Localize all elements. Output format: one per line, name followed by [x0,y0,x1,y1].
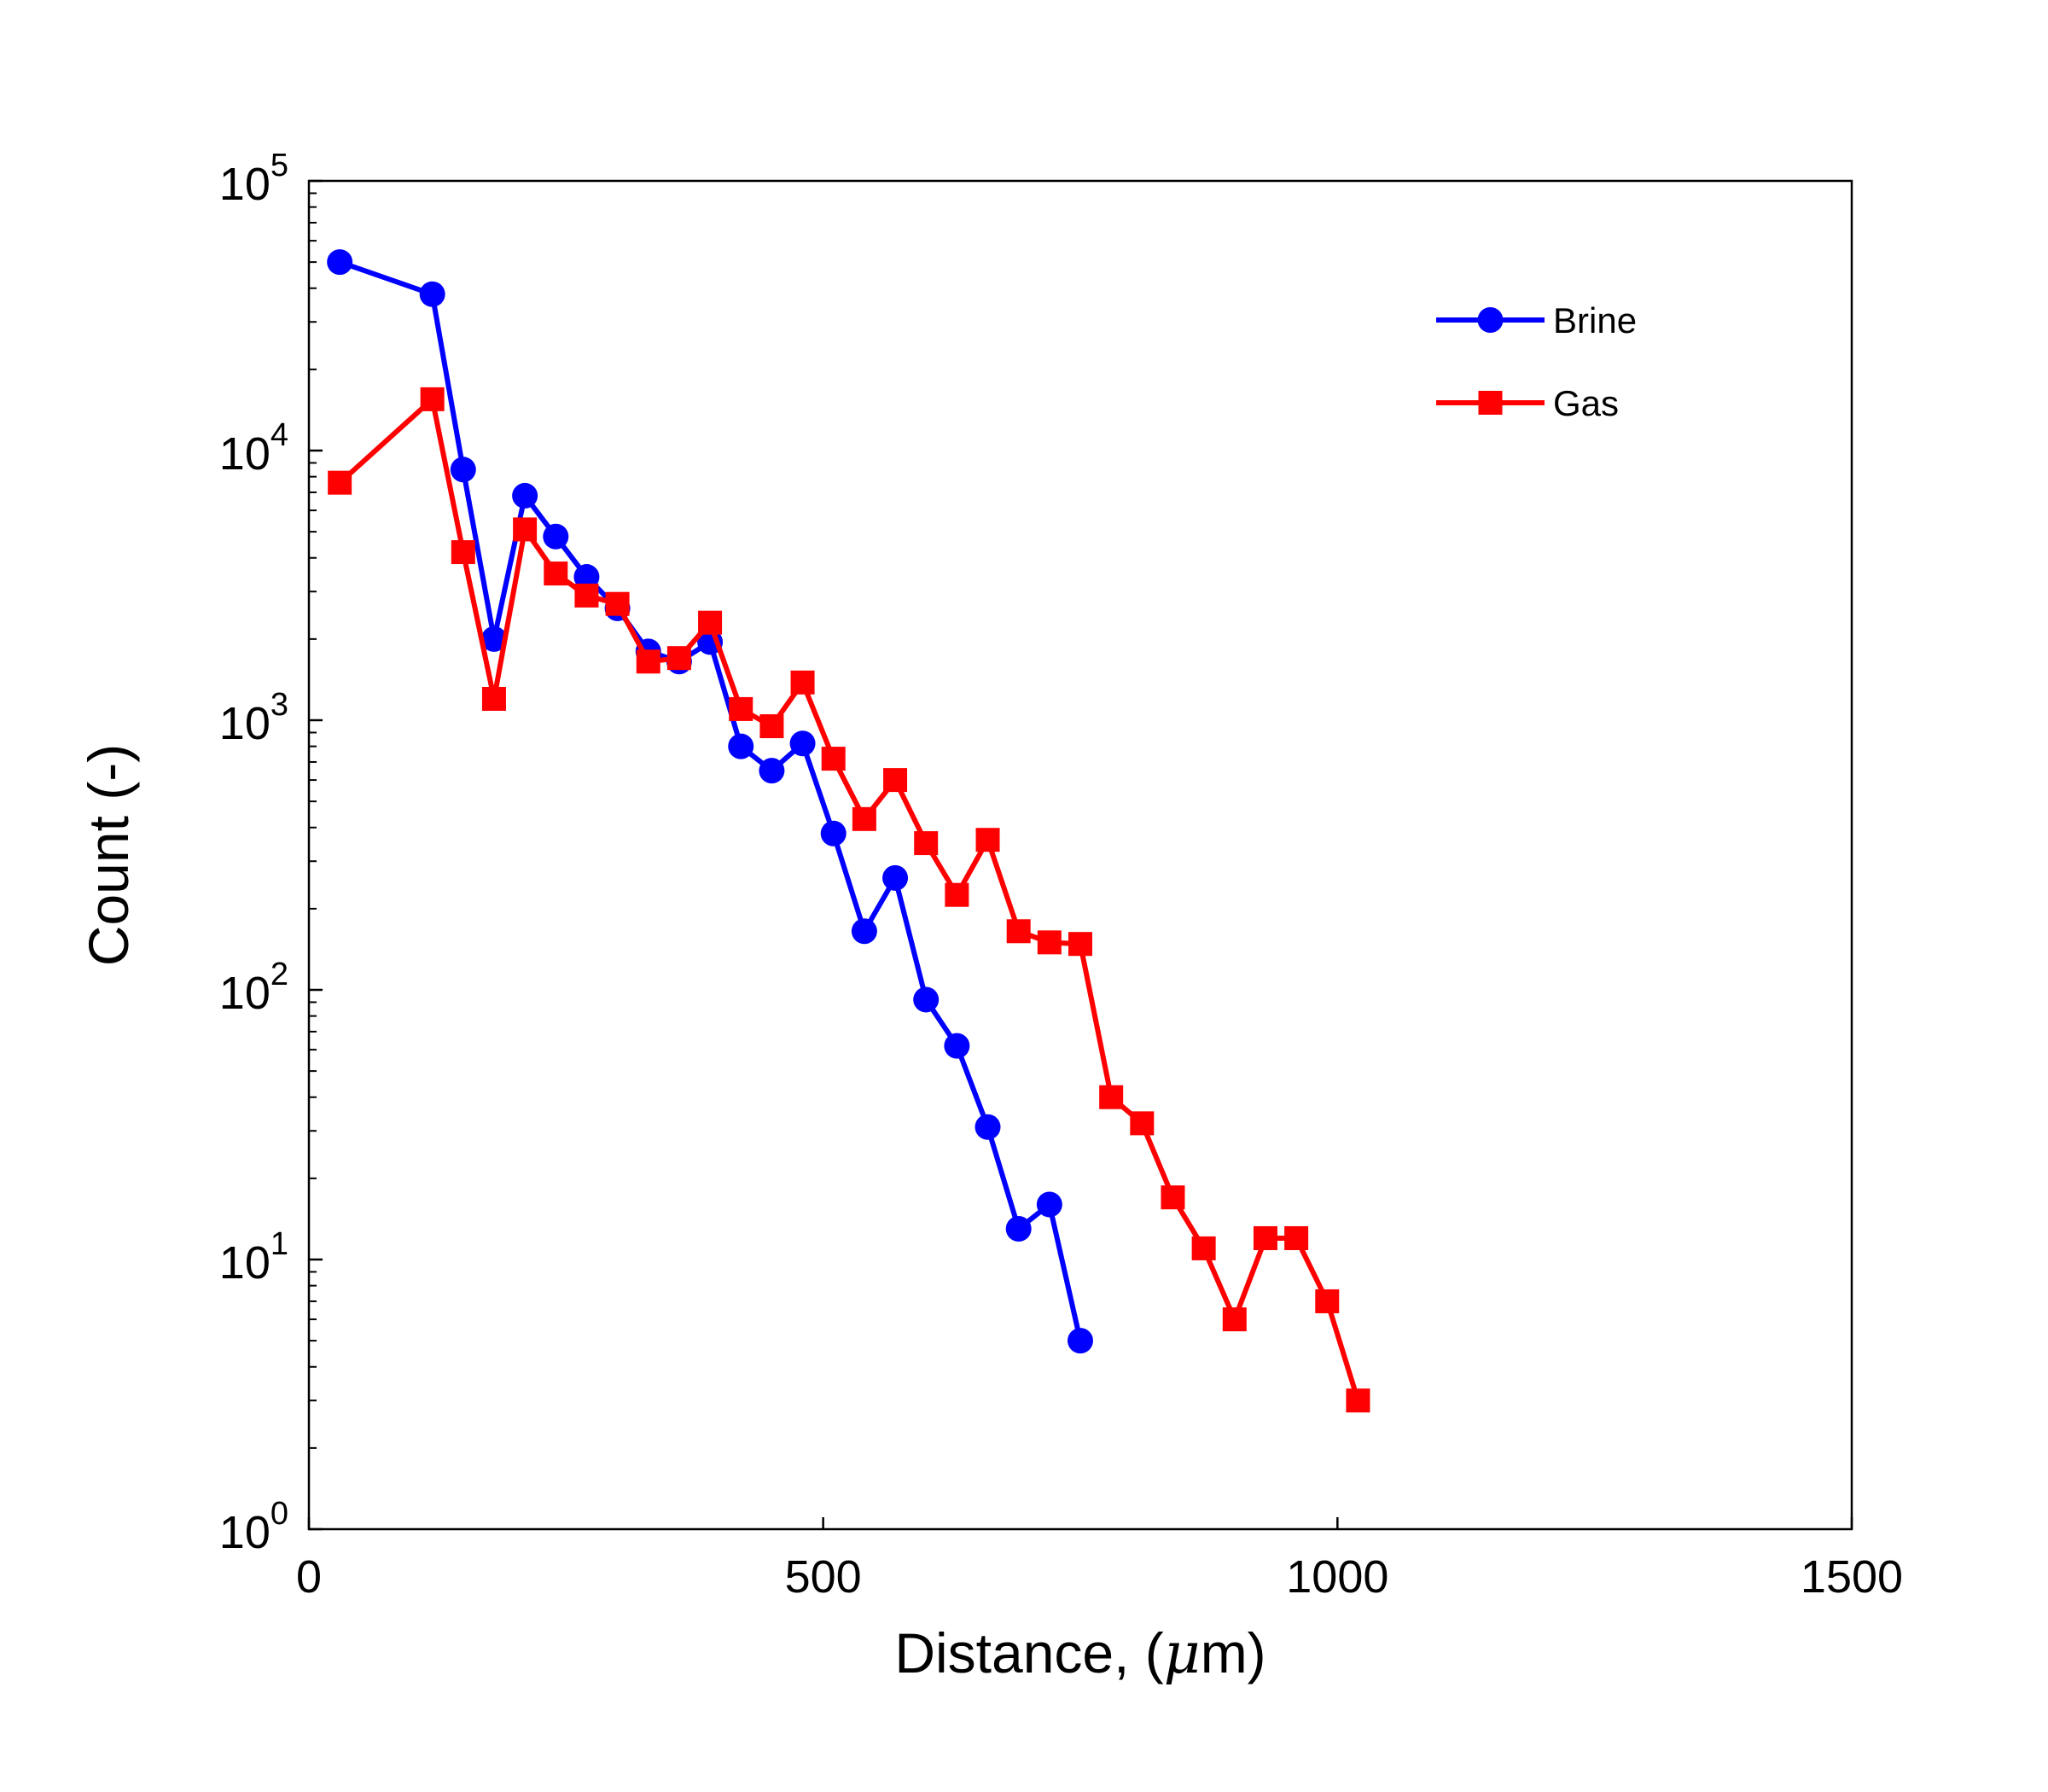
data-point-gas [790,670,815,695]
data-point-brine [450,457,476,483]
data-point-gas [1346,1388,1370,1413]
data-point-gas [636,649,660,674]
data-point-brine [480,625,507,652]
y-tick-label: 101 [219,1226,288,1289]
data-point-gas [975,828,1000,852]
series-gas [328,387,1370,1413]
data-point-brine [512,482,538,509]
x-tick-label: 0 [296,1551,322,1603]
data-point-gas [1222,1307,1247,1332]
data-point-gas [1315,1289,1340,1313]
y-tick-label: 105 [219,148,288,210]
series-brine [327,249,1093,1354]
data-point-gas [1037,930,1062,955]
data-point-brine [1068,1328,1093,1354]
x-axis-title-symbol: μ [1164,1620,1201,1686]
data-point-brine [789,730,816,757]
legend-label-brine: Brine [1553,300,1637,340]
y-tick-label: 104 [219,417,288,480]
data-point-gas [729,696,753,721]
data-point-gas [574,583,599,608]
data-point-gas [1130,1111,1155,1136]
y-tick-base: 10 [219,968,271,1019]
x-axis-title-prefix: Distance, ( [894,1621,1163,1684]
data-point-brine [1036,1191,1062,1218]
legend: Brine Gas [1436,300,1637,423]
data-point-brine [882,864,909,891]
data-point-gas [328,470,352,495]
data-point-gas [852,806,876,831]
data-point-gas [451,540,475,565]
y-tick-exponent: 5 [271,148,288,183]
data-point-gas [698,610,723,635]
data-point-gas [759,714,784,739]
data-point-gas [1099,1085,1124,1109]
legend-label-gas: Gas [1553,383,1619,423]
data-point-gas [544,561,568,586]
data-point-gas [883,768,908,793]
data-point-brine [820,820,847,847]
y-tick-base: 10 [219,428,271,480]
y-tick-exponent: 3 [271,687,288,723]
data-point-brine [543,523,569,550]
data-point-brine [759,758,785,784]
series-layer [327,249,1370,1413]
x-axis-title: Distance, (μm) [894,1620,1265,1686]
data-point-gas [1191,1236,1216,1260]
legend-marker-brine [1477,307,1504,333]
data-point-gas [605,591,630,616]
y-tick-label: 102 [219,957,288,1019]
legend-item-gas: Gas [1436,383,1619,423]
data-point-brine [1005,1215,1032,1242]
plot-frame [307,179,1853,1531]
data-point-brine [419,281,445,307]
x-tick-label: 500 [785,1551,862,1603]
data-point-gas [945,882,969,907]
data-point-brine [327,249,353,276]
data-point-gas [481,686,506,711]
data-point-brine [728,733,754,759]
data-point-gas [914,831,939,856]
y-tick-base: 10 [219,1507,271,1558]
data-point-gas [420,387,445,411]
y-tick-exponent: 1 [271,1226,288,1262]
y-tick-exponent: 2 [271,957,288,992]
axis-labels: Distance, (μm) Count (-) [77,744,1266,1686]
data-point-gas [1006,919,1031,944]
y-tick-label: 100 [219,1496,288,1558]
y-tick-base: 10 [219,1237,271,1289]
x-axis-title-suffix: m) [1201,1621,1266,1684]
legend-marker-gas [1478,391,1503,415]
y-axis-title: Count (-) [77,744,140,966]
y-tick-exponent: 4 [271,417,288,453]
data-point-gas [1161,1185,1185,1210]
x-tick-label: 1500 [1801,1551,1903,1603]
data-point-gas [1068,932,1092,957]
y-tick-exponent: 0 [271,1496,288,1532]
data-point-gas [1284,1225,1309,1250]
legend-item-brine: Brine [1436,300,1637,340]
y-tick-base: 10 [219,159,271,210]
data-point-gas [821,747,846,771]
data-point-brine [913,986,940,1013]
data-point-brine [975,1114,1001,1140]
data-point-gas [513,517,538,542]
data-point-gas [1253,1225,1277,1250]
y-tick-label: 103 [219,687,288,749]
data-point-brine [944,1033,970,1059]
data-point-brine [573,564,600,591]
data-point-gas [666,646,691,671]
data-point-brine [851,918,877,945]
y-tick-base: 10 [219,698,271,749]
x-tick-label: 1000 [1286,1551,1388,1603]
